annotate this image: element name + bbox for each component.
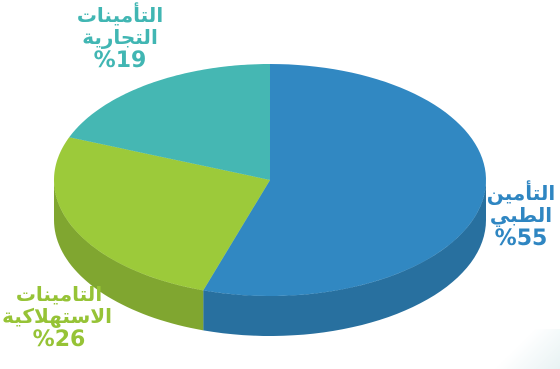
slice-consumer — [54, 137, 271, 291]
slice-label-medical-value: %55 — [494, 225, 548, 251]
slice-label-medical-line2: الطبي — [489, 203, 553, 228]
slice-commercial — [69, 64, 270, 180]
slice-medical-side — [203, 180, 486, 336]
slice-label-consumer-value: %26 — [32, 326, 86, 352]
slice-consumer-side — [54, 180, 204, 331]
slice-medical — [203, 64, 486, 296]
slice-label-commercial-value: %19 — [93, 47, 147, 73]
slice-label-commercial-line2: التجارية — [82, 25, 158, 50]
slice-label-consumer-line2: الاستهلاكية — [2, 304, 112, 329]
slice-label-commercial-line1: التأمينات — [76, 3, 164, 27]
pie-slices — [54, 64, 486, 296]
slice-label-consumer-line1: التامينات — [15, 282, 103, 306]
slice-label-medical-line1: التأمين — [486, 181, 556, 205]
corner-decoration — [490, 329, 560, 369]
slice-label-consumer: التامينات الاستهلاكية %26 — [2, 282, 112, 352]
pie-sides — [54, 180, 486, 336]
slice-label-commercial: التأمينات التجارية %19 — [60, 4, 180, 73]
slice-label-medical: التأمين الطبي %55 — [478, 182, 560, 251]
